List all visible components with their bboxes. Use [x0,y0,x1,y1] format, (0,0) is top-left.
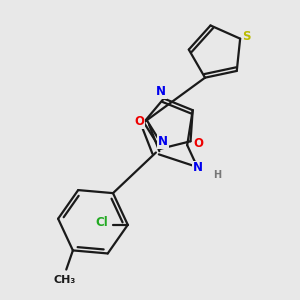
Text: N: N [193,161,203,175]
Text: O: O [134,115,144,128]
Text: N: N [156,85,166,98]
Text: CH₃: CH₃ [53,275,76,285]
Text: H: H [213,169,221,180]
Text: Cl: Cl [96,217,108,230]
Text: S: S [242,30,251,43]
Text: O: O [194,136,204,150]
Text: N: N [158,135,168,148]
